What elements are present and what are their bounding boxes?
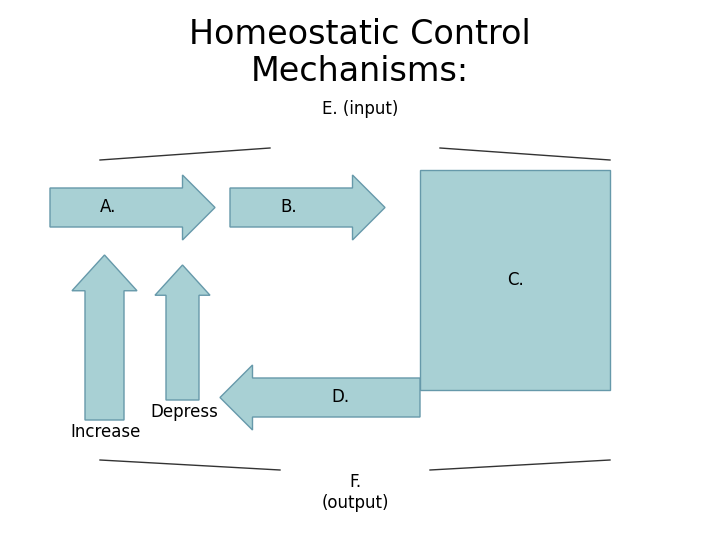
Polygon shape xyxy=(220,365,420,430)
Text: E. (input): E. (input) xyxy=(322,100,398,118)
Polygon shape xyxy=(230,175,385,240)
Text: Increase: Increase xyxy=(70,423,140,441)
Text: A.: A. xyxy=(99,199,116,217)
Polygon shape xyxy=(72,255,137,420)
Polygon shape xyxy=(50,175,215,240)
Text: C.: C. xyxy=(507,271,523,289)
Text: F.
(output): F. (output) xyxy=(321,473,389,512)
Text: B.: B. xyxy=(281,199,297,217)
Text: Mechanisms:: Mechanisms: xyxy=(251,55,469,88)
Bar xyxy=(420,170,610,390)
Text: Depress: Depress xyxy=(150,403,218,421)
Polygon shape xyxy=(155,265,210,400)
Text: Homeostatic Control: Homeostatic Control xyxy=(189,18,531,51)
Text: D.: D. xyxy=(331,388,349,407)
